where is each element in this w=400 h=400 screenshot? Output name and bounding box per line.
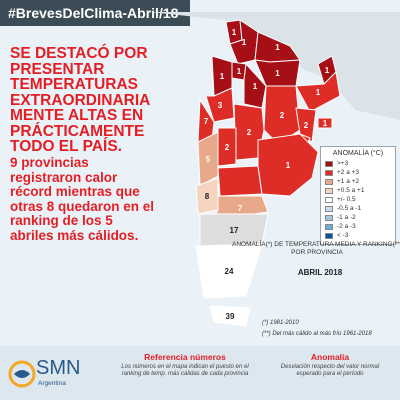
legend-item: +0.5 a +1 (325, 186, 391, 195)
province-uruguay-marker (317, 117, 333, 129)
province-lapampa (217, 165, 263, 197)
province-chaco (254, 59, 301, 87)
province-rank-label: 1 (242, 38, 247, 47)
province-mendoza (197, 131, 219, 187)
province-rank-label: 7 (238, 204, 243, 213)
ref-numbers-text: Los números en el mapa indican el puesto… (121, 364, 249, 377)
province-rank-label: 2 (280, 111, 285, 120)
legend-label: >+3 (337, 160, 349, 167)
ref-numbers-title: Referencia números (144, 352, 226, 362)
province-rank-label: 24 (225, 267, 234, 276)
ref-numbers: Referencia números Los números en el map… (120, 352, 250, 378)
province-rank-label: 39 (226, 312, 235, 321)
province-larioja (205, 87, 235, 123)
legend-label: +/- 0.5 (337, 196, 356, 203)
legend-swatch (325, 187, 333, 194)
legend-item: +1 a +2 (325, 177, 391, 186)
province-rank-label: 1 (237, 67, 242, 76)
hashtag-banner: #BrevesDelClima-Abril/18 (0, 0, 190, 26)
legend-item: -0.5 a -1 (325, 204, 391, 213)
legend-label: -2 a -3 (337, 223, 356, 230)
province-rank-label: 1 (232, 28, 237, 37)
legend-swatch (325, 169, 333, 176)
legend-item: < -3 (325, 231, 391, 240)
legend: ANOMALÍA (°C) >+3 +2 a +3 +1 a +2 +0.5 a +1… (320, 146, 396, 245)
brand-name: SMN (36, 357, 81, 379)
legend-swatch (325, 160, 333, 167)
province-rank-label: 1 (253, 82, 258, 91)
province-rank-label: 1 (286, 161, 291, 170)
legend-swatch (325, 205, 333, 212)
ref-anomaly-title: Anomalía (310, 352, 350, 362)
province-rank-label: 1 (275, 43, 280, 52)
legend-item: -1 a -2 (325, 213, 391, 222)
legend-title: ANOMALÍA (°C) (332, 150, 384, 157)
province-rank-label: 3 (218, 101, 223, 110)
province-rank-label: 1 (316, 88, 321, 97)
headline: SE DESTACÓ POR PRESENTAR TEMPERATURAS EX… (10, 45, 150, 155)
province-buenosaires (257, 133, 319, 197)
province-santiago (243, 62, 267, 109)
legend-item: +/- 0.5 (325, 195, 391, 204)
province-rank-label: 2 (304, 121, 309, 130)
province-rank-label: 8 (205, 192, 210, 201)
province-rank-label: 1 (275, 69, 280, 78)
legend-swatch (325, 214, 333, 221)
legend-item: >+3 (325, 159, 391, 168)
legend-label: +2 a +3 (337, 169, 360, 176)
summary-text: 9 provincias registraron calor récord mi… (10, 155, 155, 243)
map-month: ABRIL 2018 (297, 268, 343, 277)
legend-swatch (325, 223, 333, 230)
province-tierradelfuego (209, 305, 251, 327)
footnote-reference-period: (*) 1981-2010 (262, 320, 299, 326)
province-rank-label: 1 (323, 119, 328, 128)
legend-item: -2 a -3 (325, 222, 391, 231)
footer (0, 346, 400, 400)
brand-subtitle: Argentina (38, 380, 66, 387)
footnote-ranking: (**) Del más cálido al más frío 1961-201… (262, 331, 372, 337)
legend-label: +1 a +2 (337, 178, 360, 185)
legend-swatch (325, 232, 333, 239)
ref-anomaly-text: Desviación respecto del valor normal esp… (280, 364, 380, 377)
legend-label: -0.5 a -1 (337, 205, 362, 212)
province-santacruz (195, 243, 263, 299)
province-corrientes (295, 70, 341, 113)
legend-item: +2 a +3 (325, 168, 391, 177)
province-rank-label: 2 (225, 143, 230, 152)
province-rank-label: 1 (325, 66, 330, 75)
province-rank-label: 2 (247, 128, 252, 137)
province-entrerios (295, 107, 317, 143)
legend-label: +0.5 a +1 (337, 187, 365, 194)
legend-swatch (325, 196, 333, 203)
smn-logo-icon (8, 360, 36, 388)
ref-anomaly: Anomalía Desviación respecto del valor n… (272, 352, 388, 378)
legend-label: < -3 (337, 232, 349, 239)
legend-swatch (325, 178, 333, 185)
province-rank-label: 17 (230, 226, 239, 235)
province-rank-label: 5 (206, 155, 211, 164)
province-rank-label: 1 (220, 72, 225, 81)
legend-label: -1 a -2 (337, 214, 356, 221)
map-caption: ANOMALÍA(*) DE TEMPERATURA MEDIA Y RANKI… (232, 241, 400, 256)
province-rank-label: 7 (204, 117, 209, 126)
